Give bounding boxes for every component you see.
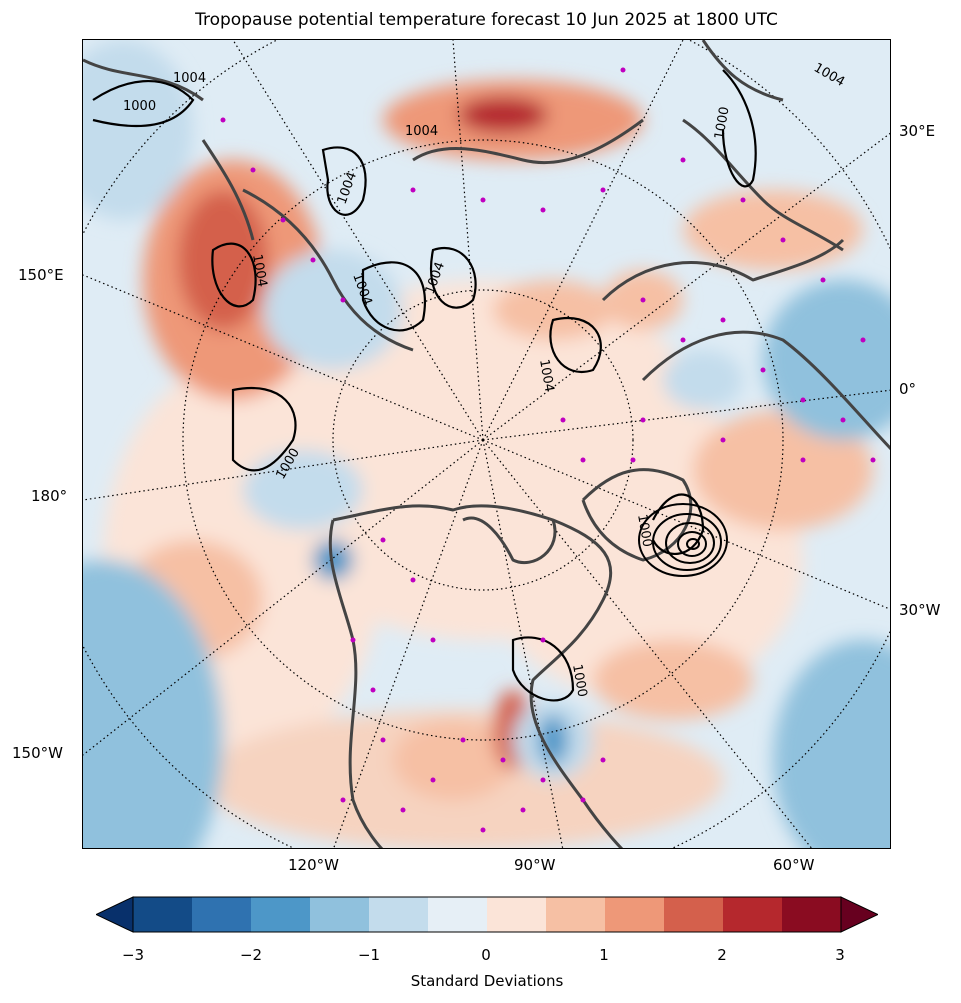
colorbar [94, 896, 880, 936]
colorbar-bin [487, 897, 547, 932]
low-pressure-center [638, 503, 728, 577]
map-canvas: 1000 1004 1004 1004 1004 1004 1000 1004 … [83, 40, 890, 848]
colorbar-tick: 0 [481, 946, 491, 964]
colorbar-bin [664, 897, 724, 932]
contour-label: 1004 [536, 358, 557, 393]
lon-label-0: 0° [899, 380, 917, 398]
colorbar-tick: 2 [717, 946, 727, 964]
colorbar-bin [369, 897, 429, 932]
lon-label-150e: 150°E [18, 266, 64, 284]
colorbar-border [132, 896, 842, 933]
contour-label: 1000 [123, 99, 156, 114]
colorbar-tick: −1 [357, 946, 381, 964]
colorbar-bin [192, 897, 252, 932]
station-markers [220, 67, 876, 833]
contour-label: 1004 [249, 253, 270, 288]
lon-label-120w: 120°W [288, 856, 339, 874]
lon-label-30w: 30°W [899, 601, 941, 619]
colorbar-tick: −3 [121, 946, 145, 964]
contour-label: 1000 [712, 105, 733, 140]
pressure-contours [92, 69, 757, 702]
lon-label-90w: 90°W [514, 856, 556, 874]
colorbar-bin [723, 897, 783, 932]
contour-label: 1000 [634, 513, 655, 548]
colorbar-bin [310, 897, 370, 932]
contour-label: 1000 [569, 663, 590, 698]
lon-label-30e: 30°E [899, 122, 936, 140]
colorbar-extend-low [94, 896, 134, 933]
colorbar-label: Standard Deviations [410, 972, 564, 990]
colorbar-bin [133, 897, 193, 932]
colorbar-bin [251, 897, 311, 932]
colorbar-bin [605, 897, 665, 932]
map-title: Tropopause potential temperature forecas… [195, 10, 778, 30]
colorbar-bin [428, 897, 488, 932]
colorbar-svg [94, 896, 880, 933]
contour-label: 1004 [173, 71, 206, 86]
colorbar-tick: 3 [835, 946, 845, 964]
lon-label-60w: 60°W [773, 856, 815, 874]
colorbar-bin [546, 897, 606, 932]
colorbar-tick: 1 [599, 946, 609, 964]
coastlines [83, 40, 890, 848]
lon-label-180: 180° [31, 487, 68, 505]
colorbar-extend-high [840, 896, 880, 933]
map-panel[interactable]: 1000 1004 1004 1004 1004 1004 1000 1004 … [82, 39, 891, 849]
contour-label: 1004 [405, 124, 438, 139]
colorbar-tick: −2 [239, 946, 263, 964]
colorbar-bin [782, 897, 842, 932]
lon-label-150w: 150°W [12, 744, 63, 762]
